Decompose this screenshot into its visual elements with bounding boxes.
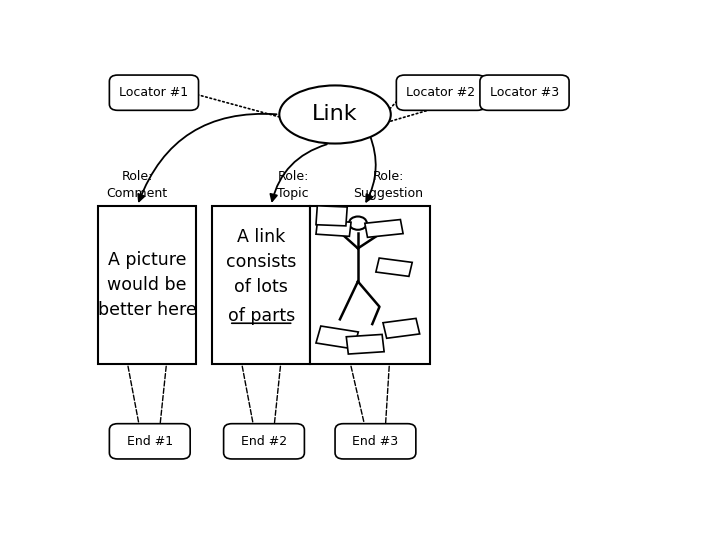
Text: Role:
Suggestion: Role: Suggestion [353,170,423,200]
Bar [376,258,412,277]
Ellipse shape [279,86,391,143]
Text: Locator #3: Locator #3 [490,86,559,99]
Text: Role:
Topic: Role: Topic [278,170,309,200]
Text: Role:
Comment: Role: Comment [106,170,168,200]
Bar [347,334,384,354]
Bar [316,326,358,349]
FancyBboxPatch shape [109,424,190,459]
Bar [316,206,347,226]
FancyBboxPatch shape [213,206,310,363]
FancyBboxPatch shape [99,206,196,363]
Bar [365,219,403,237]
FancyBboxPatch shape [480,75,569,110]
Bar [316,220,351,237]
Text: Locator #2: Locator #2 [406,86,475,99]
Text: Link: Link [312,105,358,125]
FancyBboxPatch shape [109,75,198,110]
Text: End #2: End #2 [241,435,287,448]
Text: End #1: End #1 [127,435,173,448]
Text: of parts: of parts [228,307,295,325]
Text: A picture
would be
better here: A picture would be better here [98,251,196,319]
Text: A link
consists
of lots: A link consists of lots [226,228,296,296]
Text: Locator #1: Locator #1 [119,86,188,99]
Text: End #3: End #3 [352,435,398,448]
FancyBboxPatch shape [335,424,416,459]
FancyBboxPatch shape [396,75,485,110]
Bar [383,319,420,338]
FancyBboxPatch shape [310,206,430,363]
Circle shape [349,217,367,230]
FancyBboxPatch shape [224,424,304,459]
